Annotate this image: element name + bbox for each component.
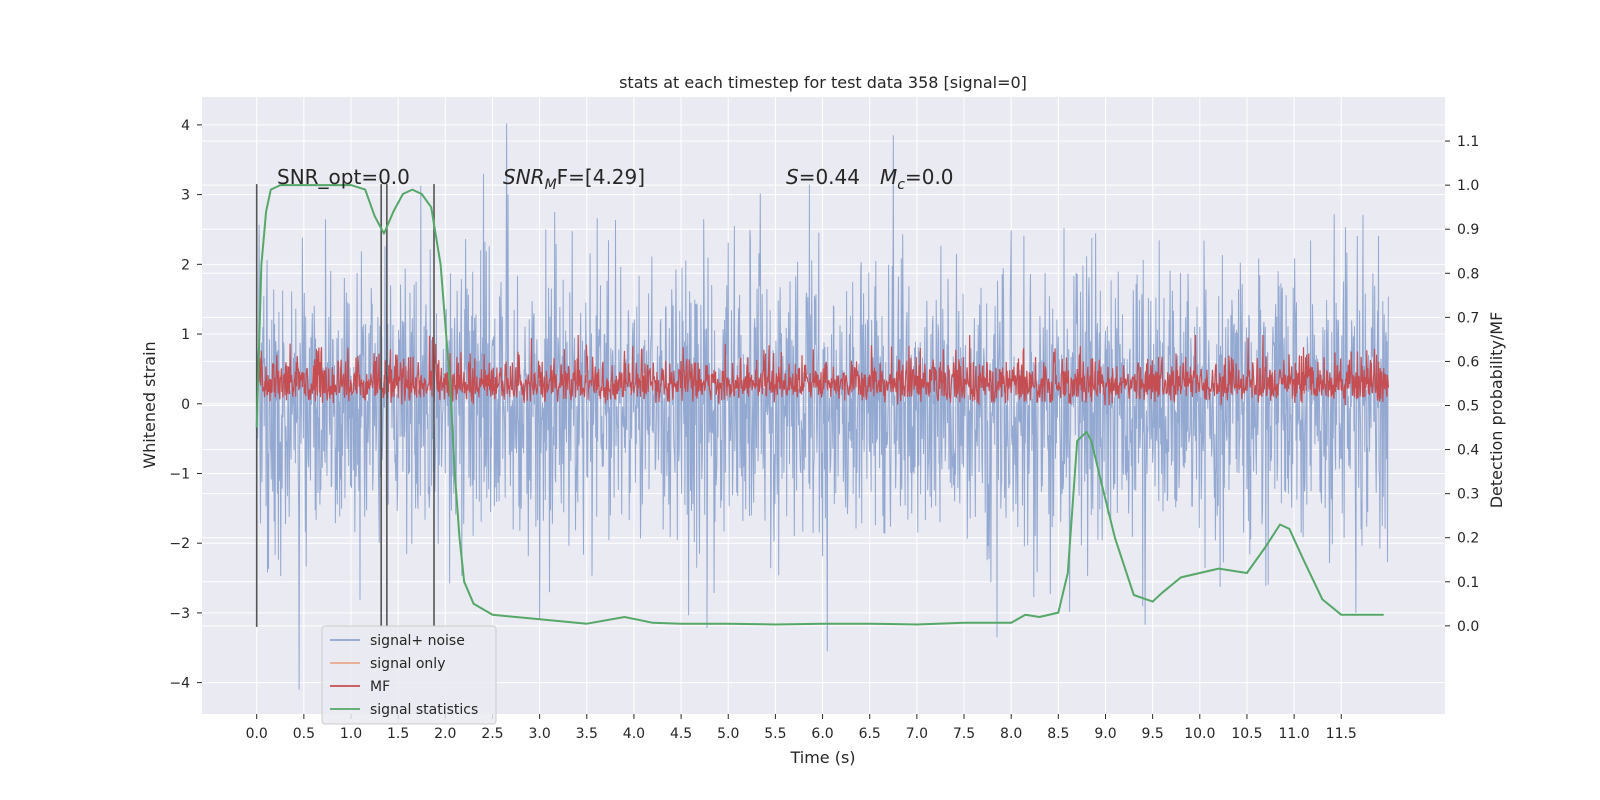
annotation-snr-mf-rest: F=[4.29] [557,165,645,189]
signal-noise-line [256,123,1389,690]
annotation-mc-italic: M [880,165,897,189]
x-tick-label: 7.0 [906,726,928,742]
y-tick-label-left: −3 [169,606,190,622]
signal-statistics-line [255,184,1384,626]
x-tick-label: 4.0 [623,726,645,742]
x-tick-label: 5.5 [764,726,786,742]
annotation-s-rest: =0.44 [799,165,860,189]
x-tick-label: 8.0 [1000,726,1022,742]
annotation-snr-mf: SNRMF=[4.29] [503,165,645,193]
y-tick-label-right: 0.7 [1457,310,1479,326]
mf-series [256,334,1389,406]
y-tick-label-right: 0.5 [1457,399,1479,415]
axis-ticks: 0.0 0.5 1.0 1.5 2.0 2.5 3.0 3.5 4.0 4.5 5.0 5.5 6.0 6… [169,118,1479,742]
y-axis-label-right: Detection probability/MF [1487,312,1506,509]
x-tick-label: 6.5 [859,726,881,742]
x-tick-label: 4.5 [670,726,692,742]
x-tick-label: 2.0 [434,726,456,742]
y-tick-label-right: 0.9 [1457,222,1479,238]
x-tick-label: 9.0 [1094,726,1116,742]
x-tick-label: 0.0 [246,726,268,742]
y-tick-label-left: 1 [181,327,190,343]
x-tick-label: 1.0 [340,726,362,742]
signal-noise-series [256,123,1389,690]
x-axis-label: Time (s) [789,748,855,767]
x-tick-label: 10.0 [1184,726,1215,742]
y-tick-label-right: 0.2 [1457,531,1479,547]
annotation-snr-mf-italic: SNR [503,165,545,189]
y-tick-label-right: 0.3 [1457,487,1479,503]
x-tick-label: 2.5 [481,726,503,742]
y-tick-label-left: −4 [169,676,190,692]
x-tick-label: 8.5 [1047,726,1069,742]
x-tick-label: 11.5 [1326,726,1357,742]
y-tick-label-left: −1 [169,466,190,482]
annotation-snr-opt: SNR_opt=0.0 [277,165,410,189]
y-tick-label-right: 0.0 [1457,619,1479,635]
y-tick-label-right: 0.4 [1457,443,1479,459]
annotation-mc-rest: =0.0 [905,165,954,189]
legend-label-mf: MF [370,679,390,695]
x-tick-label: 6.0 [811,726,833,742]
signal-statistics-series [255,184,1384,626]
y-tick-label-left: 4 [181,118,190,134]
annotation-mc: Mc=0.0 [880,165,954,193]
x-tick-label: 5.0 [717,726,739,742]
x-tick-label: 3.0 [528,726,550,742]
annotation-s: S=0.44 [786,165,860,189]
x-tick-label: 0.5 [293,726,315,742]
y-tick-label-left: 0 [181,397,190,413]
mf-line [256,334,1389,406]
x-tick-label: 11.0 [1279,726,1310,742]
legend-box [321,625,497,725]
x-tick-label: 9.5 [1142,726,1164,742]
x-tick-label: 10.5 [1231,726,1262,742]
legend-label-signal-only: signal only [370,656,445,672]
legend: signal+ noise signal only MF signal stat… [321,625,497,725]
chart-title: stats at each timestep for test data 358… [619,73,1027,92]
legend-label-signal-statistics: signal statistics [370,702,478,718]
y-tick-label-right: 1.1 [1457,134,1479,150]
x-tick-label: 7.5 [953,726,975,742]
annotation-snr-mf-sub: M [545,177,557,193]
y-tick-label-right: 0.1 [1457,575,1479,591]
y-tick-label-left: −2 [169,536,190,552]
annotation-mc-sub: c [897,177,905,193]
y-tick-label-right: 0.8 [1457,266,1479,282]
x-tick-label: 3.5 [576,726,598,742]
y-axis-label-left: Whitened strain [140,341,159,468]
y-tick-label-right: 1.0 [1457,178,1479,194]
x-tick-label: 1.5 [387,726,409,742]
legend-label-signal-noise: signal+ noise [370,633,465,649]
y-tick-label-left: 3 [181,188,190,204]
y-tick-label-right: 0.6 [1457,354,1479,370]
y-tick-label-left: 2 [181,257,190,273]
annotation-s-italic: S [786,165,799,189]
